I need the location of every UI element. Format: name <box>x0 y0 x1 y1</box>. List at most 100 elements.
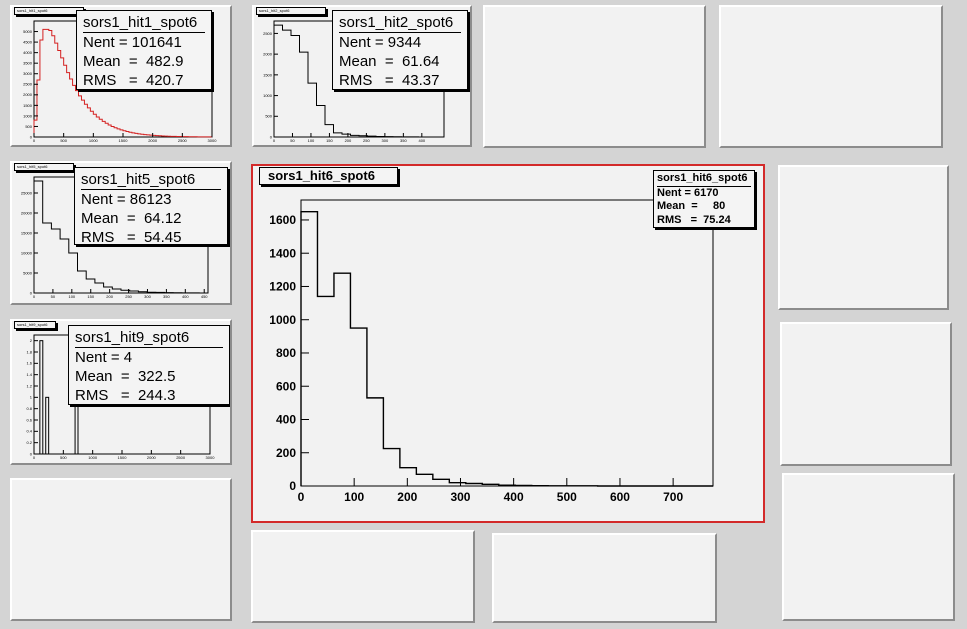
hit1-ytick-label-1: 500 <box>25 124 32 129</box>
hit9-ytick-label-10: 2 <box>30 338 33 343</box>
hit9-stats-box: sors1_hit9_spot6 Nent = 4 Mean = 322.5 R… <box>68 325 230 405</box>
hit5-ytick-label-0: 0 <box>30 290 33 295</box>
hit9-rms-label: RMS <box>75 387 109 404</box>
hit2-ytick-label-4: 2000 <box>263 52 273 57</box>
hit9-ytick-label-9: 1.8 <box>26 349 32 354</box>
hit6-xtick-label-6: 600 <box>610 490 630 504</box>
hit2-ytick-label-2: 1000 <box>263 93 273 98</box>
hit5-xtick-label-3: 150 <box>87 294 94 299</box>
hit6-xtick-label-1: 100 <box>344 490 364 504</box>
hit1-ytick-label-9: 4500 <box>23 39 33 44</box>
hit6-xtick-label-4: 400 <box>504 490 524 504</box>
pad-hit1[interactable]: 0 500 1000 1500 2000 2500 3000 0 500 1000 1500 2000… <box>10 5 232 147</box>
hit5-stats-title: sors1_hit5_spot6 <box>81 170 221 190</box>
hit1-xtick-label-1: 500 <box>60 138 67 143</box>
hit1-xtick-label-3: 1500 <box>119 138 129 143</box>
hit9-ytick-label-6: 1.2 <box>26 383 32 388</box>
hit1-mean-label: Mean <box>83 53 121 70</box>
hit9-mean-value: 322.5 <box>137 368 176 385</box>
hit2-stats-title: sors1_hit2_spot6 <box>339 13 461 33</box>
hit9-ytick-label-2: 0.4 <box>26 429 32 434</box>
hit6-nent-label: Nent <box>657 186 682 199</box>
hit5-nent-label: Nent <box>81 191 113 208</box>
hit5-nent-value: 86123 <box>129 191 172 208</box>
hit5-ytick-label-4: 20000 <box>21 210 33 215</box>
hit6-xtick-label-7: 700 <box>663 490 683 504</box>
hit2-mean-label: Mean <box>339 53 377 70</box>
hit9-rms-value: 244.3 <box>137 387 176 404</box>
hit6-ytick-label-4: 800 <box>276 346 296 360</box>
hit9-stats-title: sors1_hit9_spot6 <box>75 328 223 348</box>
hit5-xtick-label-1: 50 <box>51 294 56 299</box>
hit6-rms-label: RMS <box>657 213 682 226</box>
hit2-xtick-label-6: 300 <box>382 138 389 143</box>
hit5-xtick-label-7: 350 <box>163 294 170 299</box>
hit1-stats-title: sors1_hit1_spot6 <box>83 13 205 33</box>
hit1-xtick-label-2: 1000 <box>89 138 99 143</box>
pad-empty-right-3[interactable] <box>782 473 955 621</box>
hit6-ytick-label-2: 400 <box>276 413 296 427</box>
pad-hit9[interactable]: 0 500 1000 1500 2000 2500 3000 0 0.2 0.4 0.6 0.8 1 1.… <box>10 319 232 465</box>
hit1-rms-label: RMS <box>83 72 117 89</box>
pad-empty-left-bottom[interactable] <box>10 478 232 621</box>
hit6-rms-value: 75.24 <box>703 213 731 226</box>
hit1-ytick-label-3: 1500 <box>23 103 33 108</box>
hit2-stats-box: sors1_hit2_spot6 Nent = 9344 Mean = 61.6… <box>332 10 468 90</box>
hit9-bar-2 <box>74 396 79 455</box>
hit9-ytick-label-0: 0 <box>30 451 33 456</box>
hit5-rms-value: 54.45 <box>143 229 182 246</box>
hit9-xtick-label-6: 3000 <box>206 455 216 460</box>
hit2-rms-value: 43.37 <box>401 72 440 89</box>
hit2-histogram-line <box>273 24 445 138</box>
hit6-ytick-label-5: 1000 <box>269 313 296 327</box>
hit5-xtick-label-6: 300 <box>144 294 151 299</box>
hit1-ytick-label-0: 0 <box>30 134 33 139</box>
pad-empty-right-2[interactable] <box>780 322 952 466</box>
hit2-xtick-label-2: 100 <box>308 138 315 143</box>
hit5-ytick-label-5: 25000 <box>21 190 33 195</box>
hit6-mean-value: 80 <box>712 200 726 212</box>
hit5-ytick-label-2: 10000 <box>21 250 33 255</box>
pad-empty-right-1[interactable] <box>778 165 949 310</box>
hit1-ytick-label-7: 3500 <box>23 61 33 66</box>
hit9-ytick-label-7: 1.4 <box>26 372 32 377</box>
pad-empty-bottom-2[interactable] <box>492 533 717 623</box>
hit9-xtick-label-0: 0 <box>33 455 36 460</box>
hit1-histogram: 0 500 1000 1500 2000 2500 3000 0 500 1000 1500 2000… <box>23 20 217 143</box>
hit5-rms-label: RMS <box>81 229 115 246</box>
hit2-ytick-label-1: 500 <box>265 114 272 119</box>
hit6-histogram: 0 100 200 300 400 500 600 700 0 200 400 600 800 1000 1… <box>269 199 714 504</box>
hit1-nent-value: 101641 <box>131 34 182 51</box>
hit6-ytick-label-8: 1600 <box>269 213 296 227</box>
hit2-xtick-label-8: 400 <box>418 138 425 143</box>
hit2-ytick-label-5: 2500 <box>263 31 273 36</box>
hit6-stats-title: sors1_hit6_spot6 <box>657 172 751 187</box>
pad-hit5[interactable]: 0 50 100 150 200 250 300 350 400 450 0 5000 10000 150… <box>10 161 232 305</box>
hit5-xtick-label-8: 400 <box>182 294 189 299</box>
pad-hit2[interactable]: 0 50 100 150 200 250 300 350 400 0 500 1000 1500 2000… <box>252 5 472 147</box>
hit1-mean-value: 482.9 <box>145 53 184 70</box>
pad-empty-top-4[interactable] <box>719 5 943 148</box>
hit1-title: sors1_hit1_spot6 <box>14 7 84 15</box>
hit9-ytick-label-3: 0.6 <box>26 417 32 422</box>
hit9-bar-1 <box>45 396 50 455</box>
hit5-ytick-label-3: 15000 <box>21 230 33 235</box>
hit6-mean-label: Mean <box>657 200 686 212</box>
pad-empty-bottom-1[interactable] <box>251 530 475 623</box>
hit2-ytick-label-3: 1500 <box>263 72 273 77</box>
hit6-histogram-line <box>300 210 713 487</box>
hit5-stats-box: sors1_hit5_spot6 Nent = 86123 Mean = 64.… <box>74 167 228 246</box>
pad-empty-top-3[interactable] <box>483 5 706 148</box>
hit1-stats-box: sors1_hit1_spot6 Nent = 101641 Mean = 48… <box>76 10 212 90</box>
hit9-xtick-label-1: 500 <box>60 455 67 460</box>
hit9-nent-label: Nent <box>75 349 107 366</box>
hit9-mean-label: Mean <box>75 368 113 385</box>
hit9-ytick-label-8: 1.6 <box>26 361 32 366</box>
hit1-ytick-label-2: 1000 <box>23 113 33 118</box>
hit1-ytick-label-5: 2500 <box>23 82 33 87</box>
hit6-ytick-label-6: 1200 <box>269 280 296 294</box>
hit6-xtick-label-0: 0 <box>298 490 305 504</box>
hit9-title: sors1_hit9_spot6 <box>14 321 56 329</box>
pad-hit6[interactable]: 0 100 200 300 400 500 600 700 0 200 400 600 800 1000 1… <box>251 164 765 523</box>
hit1-xtick-label-4: 2000 <box>148 138 158 143</box>
